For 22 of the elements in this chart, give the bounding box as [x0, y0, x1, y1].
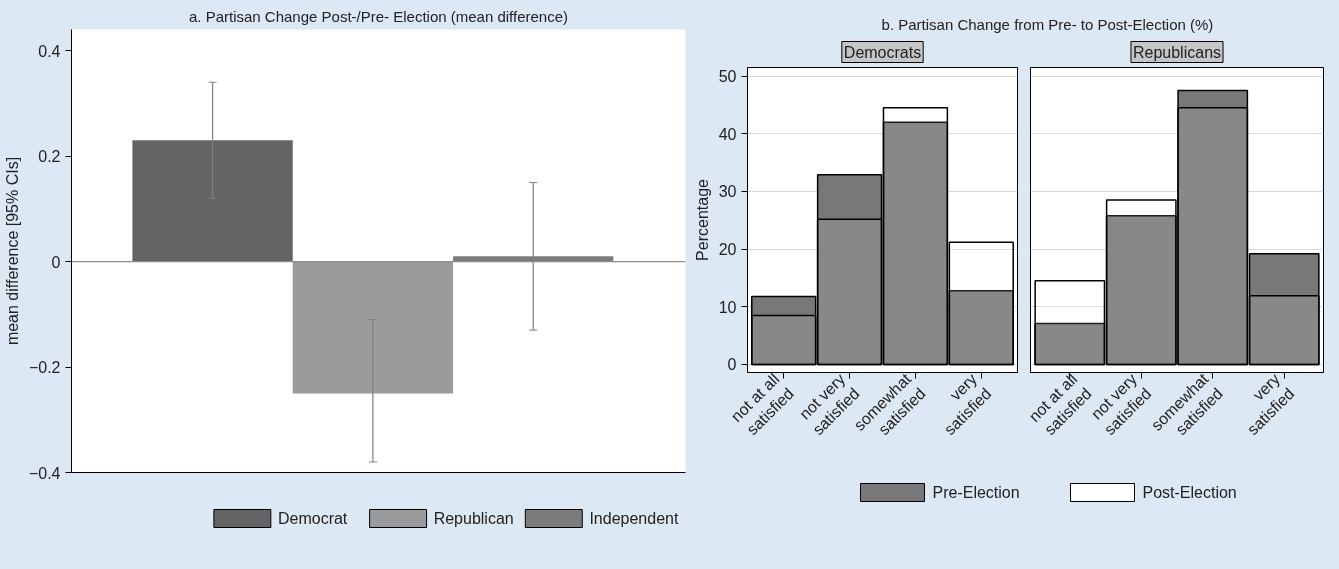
y-tick-label: 30 [718, 183, 737, 201]
chart-title: a. Partisan Change Post-/Pre- Election (mean difference) [188, 7, 569, 25]
legend-label: Republican [433, 510, 514, 527]
legend-label: Democrat [277, 510, 348, 527]
y-tick-label: 50 [718, 68, 737, 86]
y-tick-label: 40 [718, 125, 737, 143]
legend-label: Pre-Election [932, 484, 1020, 501]
y-tick-label: −0.2 [28, 359, 61, 377]
y-tick-label: 20 [718, 241, 737, 259]
chart-subtitle: Democrats [843, 43, 922, 61]
y-tick-label: 10 [718, 298, 737, 316]
y-tick-label: 0.4 [38, 42, 61, 60]
y-tick-label: −0.4 [28, 464, 61, 482]
y-tick-label: 0 [727, 356, 737, 374]
legend-label: Post-Election [1142, 484, 1237, 501]
legend-label: Independent [589, 510, 679, 527]
y-tick-label: 0.2 [38, 148, 61, 166]
y-tick-label: 0 [51, 253, 61, 271]
chart-title: b. Partisan Change from Pre- to Post-Election (%) [881, 15, 1214, 33]
y-axis-title: Percentage [693, 178, 711, 261]
chart-subtitle: Republicans [1132, 43, 1222, 61]
y-axis-title: mean difference [95% CIs] [3, 156, 21, 346]
